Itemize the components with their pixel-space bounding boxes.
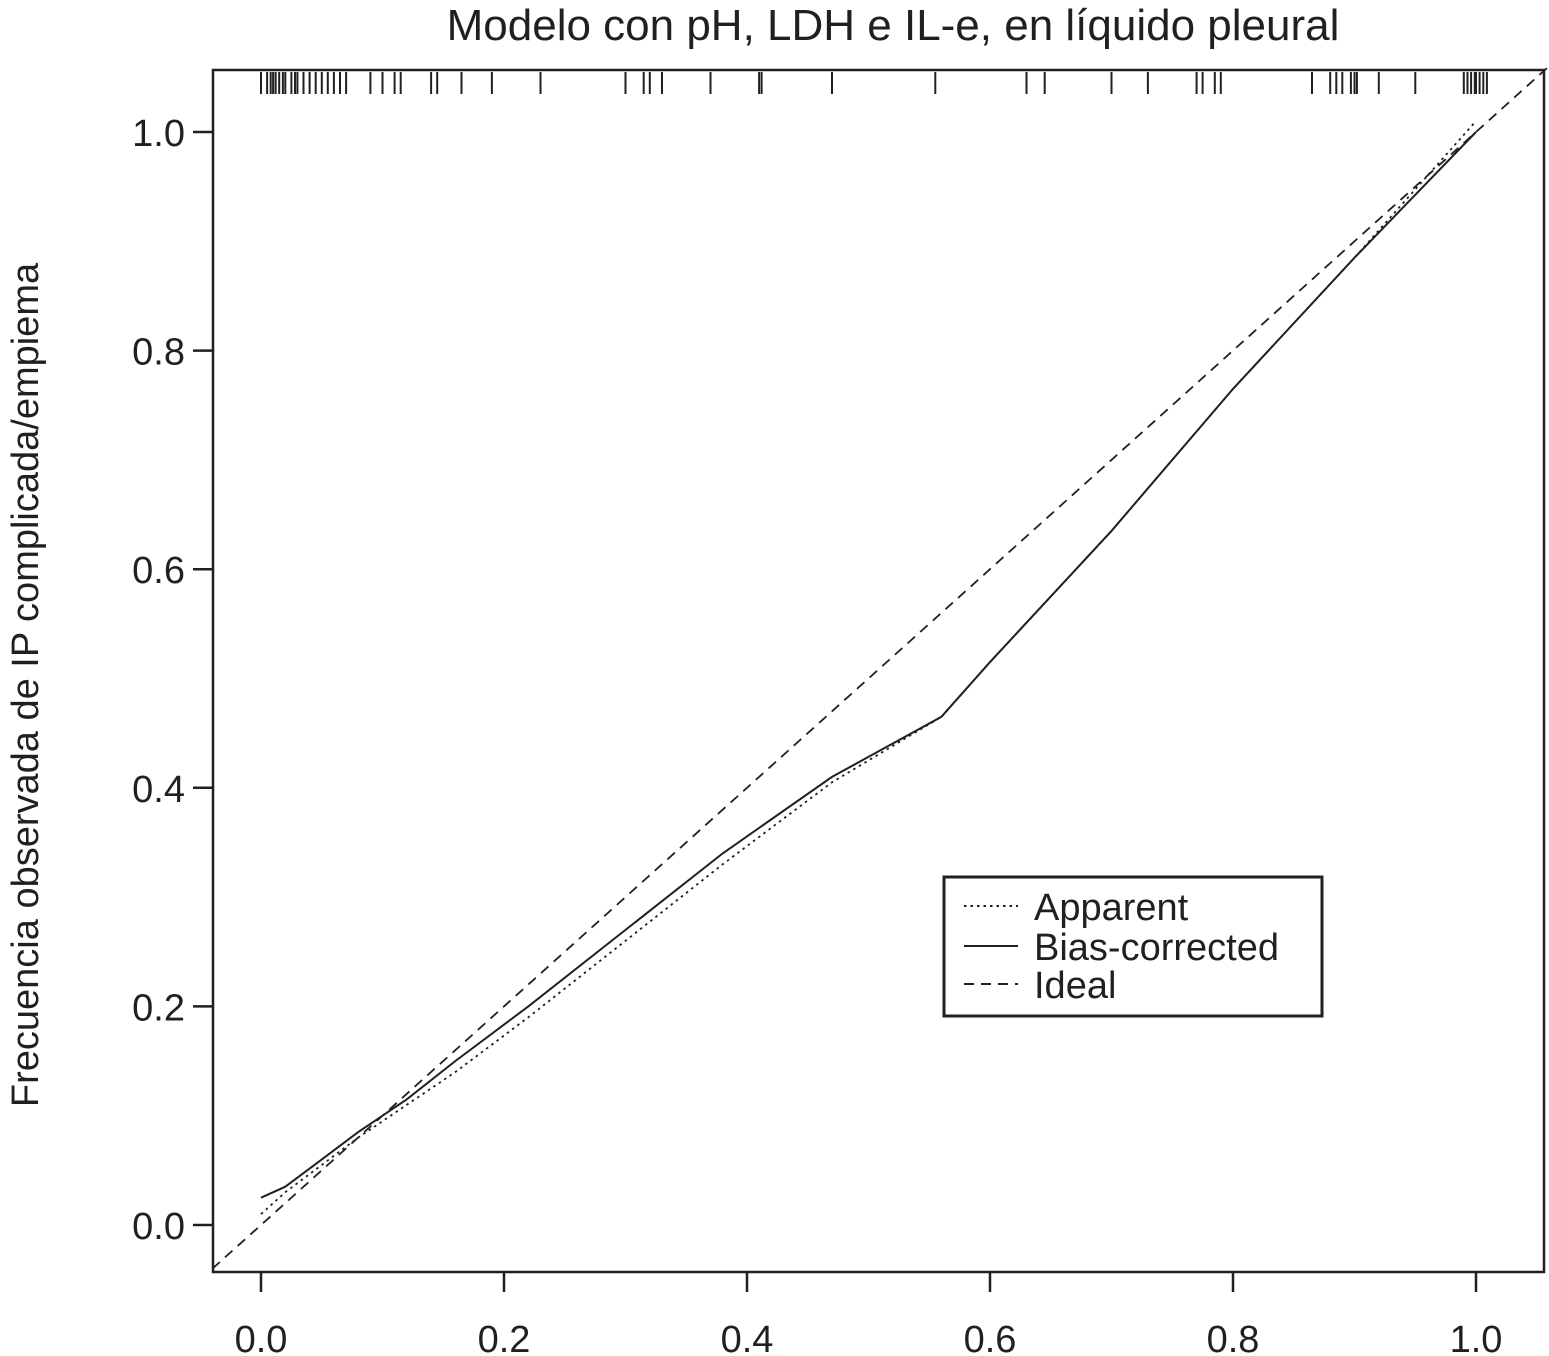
series-line-apparent [260,120,1477,1215]
y-tick-label-4: 0.8 [132,332,185,374]
x-tick-label-0: 0.0 [235,1319,288,1356]
rug-marks [260,72,1488,94]
legend-label-apparent: Apparent [1034,887,1189,929]
legend-label-bias-corrected: Bias-corrected [1034,927,1279,969]
y-tick-label-1: 0.2 [132,987,185,1029]
plot-frame [211,68,1546,1274]
series-line-bias-corrected [260,131,1477,1199]
y-axis: 0.0 0.2 0.4 0.6 0.8 1.0 [132,113,213,1248]
x-tick-label-2: 0.4 [721,1319,774,1356]
y-tick-label-0: 0.0 [132,1206,185,1248]
x-tick-label-1: 0.2 [478,1319,531,1356]
y-axis-label: Frecuencia observada de IP complicada/em… [5,262,47,1107]
series-lines [211,65,1549,1270]
series-line-ideal [211,65,1549,1270]
x-tick-label-3: 0.6 [964,1319,1017,1356]
chart-title: Modelo con pH, LDH e IL-e, en líquido pl… [447,1,1340,50]
y-tick-label-5: 1.0 [132,113,185,155]
x-tick-label-4: 0.8 [1207,1319,1260,1356]
y-tick-label-3: 0.6 [132,550,185,592]
x-axis: 0.0 0.2 0.4 0.6 0.8 1.0 [235,1272,1503,1356]
legend-label-ideal: Ideal [1034,965,1116,1007]
x-tick-label-5: 1.0 [1450,1319,1503,1356]
y-tick-label-2: 0.4 [132,769,185,811]
